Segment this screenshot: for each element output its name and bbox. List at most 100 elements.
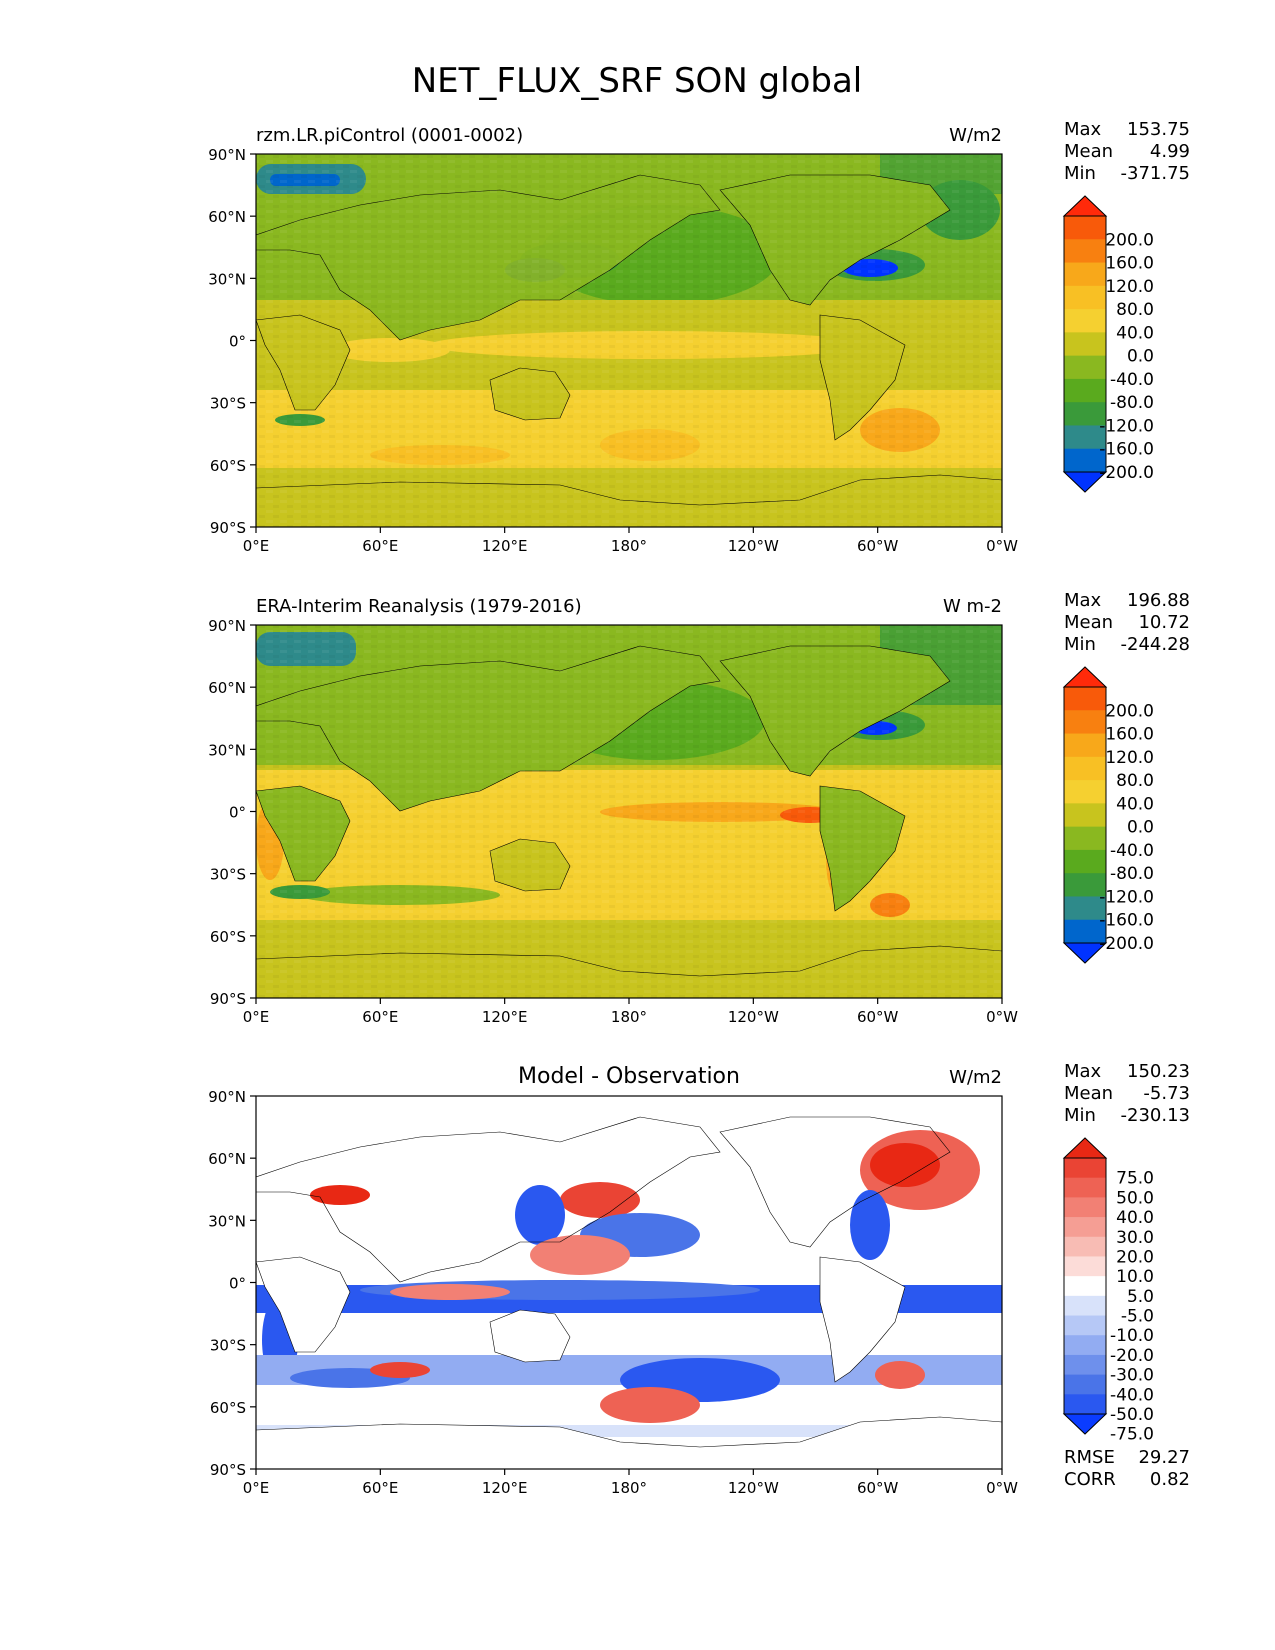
lon-tick-label: 0°E [243, 537, 270, 555]
lat-tick-label: 0° [229, 333, 246, 351]
colorbar-segment [1064, 1217, 1106, 1238]
lon-tick-label: 120°W [728, 1479, 779, 1497]
colorbar-label: -200.0 [1099, 934, 1154, 954]
colorbar-label: -120.0 [1099, 416, 1154, 436]
lat-axis: 90°N 60°N 30°N 0° 30°S 60°S 90°S [208, 1088, 256, 1479]
colorbar-label: -120.0 [1099, 887, 1154, 907]
lon-tick-label: 60°E [362, 537, 398, 555]
land-south-america [819, 1256, 906, 1383]
footer-label-rmse: RMSE [1064, 1447, 1115, 1468]
colorbar-segment [1064, 1354, 1106, 1376]
colorbar-segment [1064, 780, 1106, 804]
lon-tick-label: 0°W [986, 1008, 1018, 1026]
panel-units: W/m2 [949, 125, 1002, 146]
colorbar-model: 200.0 160.0 120.0 80.0 40.0 0.0 -40.0 -80.0 -120… [1062, 195, 1154, 493]
lat-tick-label: 0° [229, 1275, 246, 1293]
lon-tick-label: 120°E [482, 1008, 528, 1026]
lat-tick-label: 90°S [210, 519, 246, 537]
stat-label-max: Max [1064, 590, 1102, 611]
colorbar-segment [1064, 355, 1106, 380]
lat-tick-label: 60°N [208, 679, 246, 697]
colorbar-label: 30.0 [1116, 1228, 1154, 1248]
colorbar-label: -10.0 [1110, 1326, 1154, 1346]
colorbar-segment [1064, 873, 1106, 897]
colorbar-segment [1064, 1295, 1106, 1317]
lat-tick-label: 30°N [208, 1212, 246, 1230]
colorbar-label: -50.0 [1110, 1405, 1154, 1425]
colorbar-label: 10.0 [1116, 1267, 1154, 1287]
lat-tick-label: 0° [229, 804, 246, 822]
colorbar-segment [1064, 919, 1106, 944]
lon-tick-label: 0°W [986, 1479, 1018, 1497]
lat-tick-label: 90°N [208, 617, 246, 635]
colorbar-segment [1064, 687, 1106, 711]
lat-tick-label: 90°N [208, 1088, 246, 1106]
stat-label-max: Max [1064, 119, 1102, 140]
stat-value-min: -244.28 [1121, 634, 1190, 655]
lat-tick-label: 30°S [210, 1337, 246, 1355]
footer-label-corr: CORR [1064, 1469, 1116, 1490]
colorbar-segment [1064, 803, 1106, 828]
colorbar-segment [1064, 448, 1106, 473]
lon-tick-label: 60°E [362, 1479, 398, 1497]
lat-tick-label: 60°S [210, 1399, 246, 1417]
lon-tick-label: 60°E [362, 1008, 398, 1026]
colorbar-label: -40.0 [1110, 1385, 1154, 1405]
colorbar-label: 120.0 [1105, 748, 1154, 768]
lat-tick-label: 30°N [208, 741, 246, 759]
colorbar-extend-min [1062, 1413, 1108, 1435]
lon-tick-label: 0°E [243, 1479, 270, 1497]
colorbar-extend-max [1062, 666, 1108, 688]
lat-axis: 90°N 60°N 30°N 0° 30°S 60°S 90°S [208, 146, 256, 537]
panel-model: 90°N 60°N 30°N 0° 30°S 60°S 90°S 0°E 60°E 120°E 1… [208, 119, 1190, 555]
colorbar-segment [1064, 1315, 1106, 1336]
colorbar-frame [1063, 215, 1107, 473]
colorbar-segment [1064, 849, 1106, 874]
panel-center-title: Model - Observation [518, 1064, 740, 1089]
colorbar-segment [1064, 826, 1106, 851]
colorbar-label: 0.0 [1127, 347, 1154, 367]
colorbar-segment [1064, 309, 1106, 333]
lon-tick-label: 0°E [243, 1008, 270, 1026]
lon-tick-label: 180° [611, 1008, 647, 1026]
lon-tick-label: 60°W [857, 537, 899, 555]
stat-value-max: 196.88 [1127, 590, 1190, 611]
land-eurasia [256, 1116, 721, 1283]
stat-value-max: 153.75 [1127, 119, 1190, 140]
colorbar-label: -5.0 [1121, 1307, 1154, 1327]
colorbar-label: 40.0 [1116, 794, 1154, 814]
land-australia [489, 1309, 571, 1363]
lon-tick-label: 120°E [482, 1479, 528, 1497]
stat-label-min: Min [1064, 163, 1096, 184]
colorbar-extend-max [1062, 1137, 1108, 1159]
colorbar-label: -75.0 [1110, 1425, 1154, 1445]
land-antarctica [256, 1416, 1002, 1469]
stat-label-mean: Mean [1064, 1083, 1113, 1104]
colorbar-label: 200.0 [1105, 701, 1154, 721]
colorbar-label: -200.0 [1099, 463, 1154, 483]
stat-label-mean: Mean [1064, 141, 1113, 162]
panel-left-title: rzm.LR.piControl (0001-0002) [256, 125, 523, 146]
colorbar-frame [1063, 686, 1107, 944]
lat-tick-label: 60°N [208, 1150, 246, 1168]
land-africa [256, 1256, 351, 1353]
colorbar-obs: 200.0 160.0 120.0 80.0 40.0 0.0 -40.0 -80.0 -120… [1062, 666, 1154, 964]
colorbar-segment [1064, 1276, 1106, 1297]
colorbar-segment [1064, 285, 1106, 310]
colorbar-label: 40.0 [1116, 323, 1154, 343]
colorbar-segment [1064, 1158, 1106, 1179]
lat-tick-label: 30°S [210, 395, 246, 413]
colorbar-segment [1064, 332, 1106, 357]
colorbar-label: 80.0 [1116, 300, 1154, 320]
land-north-america [719, 1116, 951, 1248]
colorbar-label: -30.0 [1110, 1366, 1154, 1386]
colorbar-segment [1064, 239, 1106, 264]
lat-tick-label: 90°N [208, 146, 246, 164]
colorbar-label: -40.0 [1110, 841, 1154, 861]
colorbar-frame [1063, 1157, 1107, 1415]
stats-block: Max 150.23 Mean -5.73 Min -230.13 [1064, 1061, 1190, 1126]
colorbar-label: 40.0 [1116, 1208, 1154, 1228]
colorbar-label: -80.0 [1110, 864, 1154, 884]
colorbar-segment [1064, 1177, 1106, 1198]
